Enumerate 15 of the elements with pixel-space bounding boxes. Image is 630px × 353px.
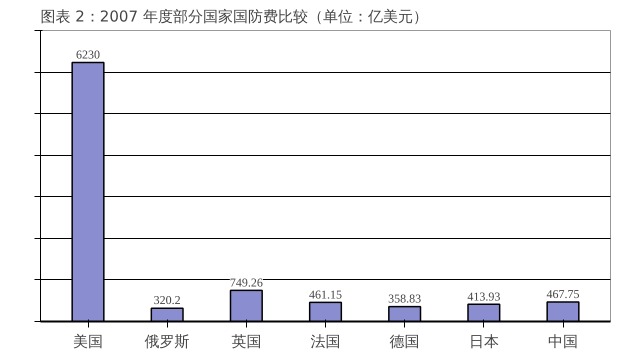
x-tick-label: 日本 — [468, 332, 499, 350]
chart-title: 图表 2：2007 年度部分国家国防费比较（单位：亿美元） — [40, 8, 428, 26]
data-label: 413.93 — [467, 289, 500, 304]
x-tick-label: 德国 — [390, 332, 420, 350]
data-label: 320.2 — [154, 293, 181, 308]
data-label: 358.83 — [388, 292, 422, 306]
x-tick-label: 中国 — [548, 332, 578, 350]
data-label: 6230 — [76, 48, 100, 62]
x-tick-label: 俄罗斯 — [144, 332, 190, 350]
data-label: 749.26 — [230, 275, 263, 290]
x-tick-label: 英国 — [231, 332, 262, 350]
x-tick-label: 法国 — [310, 332, 340, 350]
data-label: 461.15 — [309, 287, 342, 302]
x-tick-label: 美国 — [73, 332, 103, 350]
data-label: 467.75 — [546, 287, 580, 302]
